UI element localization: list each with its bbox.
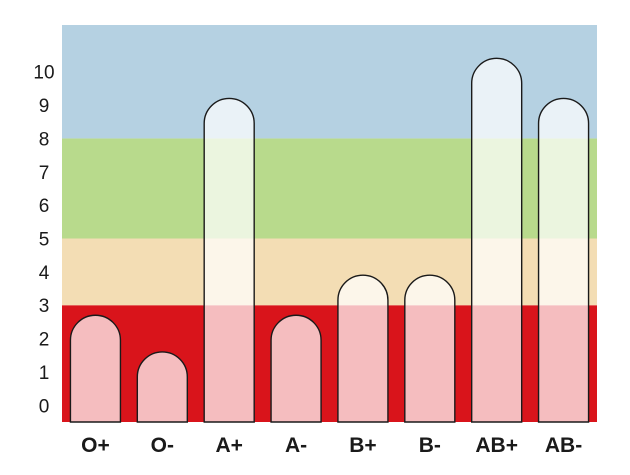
bars xyxy=(69,57,590,423)
y-tick-label: 0 xyxy=(39,396,50,417)
bar-B- xyxy=(404,274,456,423)
x-tick-label: O- xyxy=(151,434,174,457)
y-tick-label: 10 xyxy=(33,63,54,84)
y-tick-label: 4 xyxy=(39,263,50,284)
bar-O- xyxy=(136,351,189,423)
y-tick-label: 1 xyxy=(39,363,50,384)
y-tick-label: 8 xyxy=(39,129,50,150)
bar-AB+ xyxy=(470,57,523,423)
x-tick-label: A+ xyxy=(215,434,242,457)
y-tick-label: 6 xyxy=(39,196,50,217)
x-axis-ticks: O+ O- A+ A- B+ B- AB+ AB- xyxy=(81,434,582,457)
y-tick-label: 3 xyxy=(39,296,50,317)
bar-O+ xyxy=(69,314,122,423)
x-tick-label: A- xyxy=(285,434,307,457)
bar-B+ xyxy=(337,274,389,423)
x-tick-label: O+ xyxy=(81,434,110,457)
bar-A+ xyxy=(203,97,255,423)
x-tick-label: AB+ xyxy=(475,434,518,457)
y-tick-label: 5 xyxy=(39,230,50,251)
x-tick-label: AB- xyxy=(545,434,582,457)
x-tick-label: B+ xyxy=(349,434,376,457)
x-tick-label: B- xyxy=(419,434,441,457)
y-axis-ticks: 0 1 2 3 4 5 6 7 8 9 10 xyxy=(33,63,54,418)
y-tick-label: 7 xyxy=(39,163,50,184)
y-tick-label: 9 xyxy=(39,96,50,117)
bar-A- xyxy=(270,314,322,423)
y-tick-label: 2 xyxy=(39,330,50,351)
bar-AB- xyxy=(537,97,590,423)
